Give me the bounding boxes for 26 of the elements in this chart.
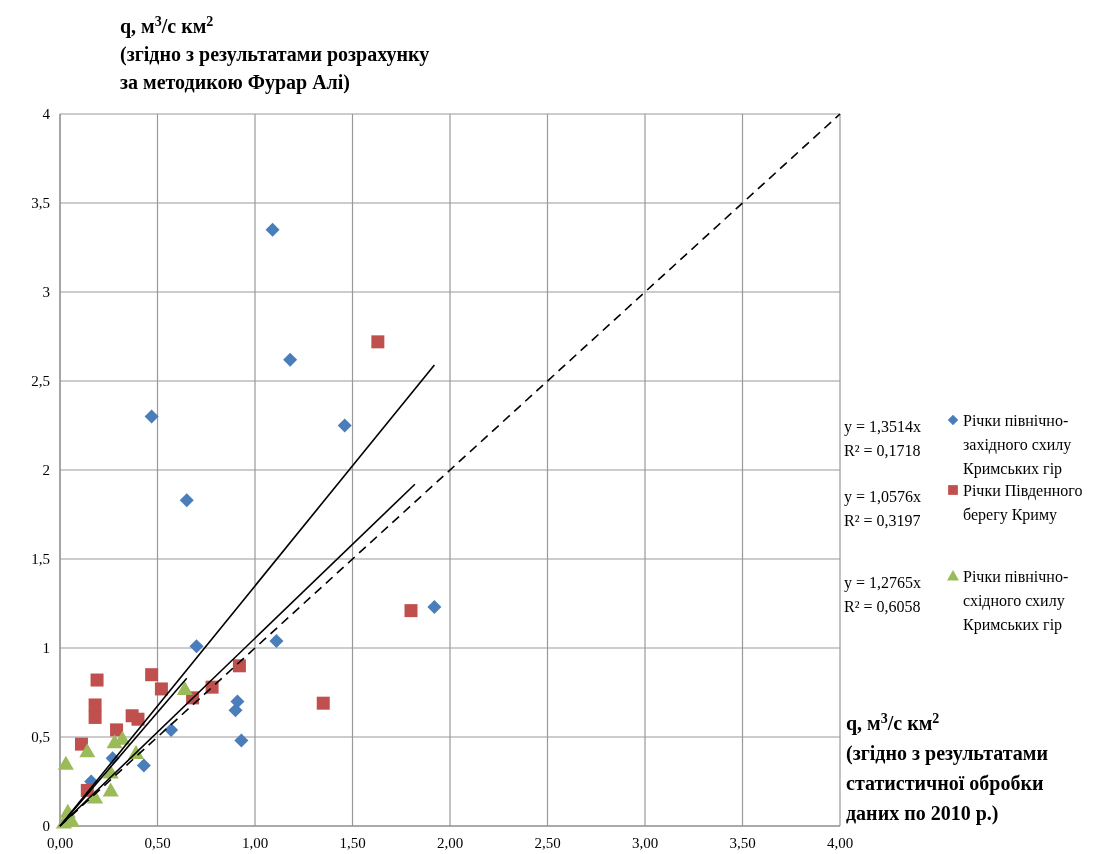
y-tick-label: 1,5 (31, 551, 50, 567)
x-tick-label: 2,00 (436, 835, 464, 851)
x-tick-label: 0,50 (144, 835, 171, 851)
y-tick-label: 4 (42, 106, 51, 122)
y-tick-label: 2,5 (31, 373, 50, 389)
y-tick-label: 0,5 (31, 729, 50, 745)
y-axis-title: q, м$^{3}$/с км$^{2}$ (згідно з результатами розрахунку за методикою Фурар Алі) (120, 13, 430, 94)
y-tick-label: 2 (42, 462, 50, 478)
legend-label: Річки Південного берегу Криму (963, 482, 1083, 524)
legend-label: Річки північно-західного схилу Кримських гір (963, 412, 1072, 478)
text: y = 1,0576x R² = 0,3197 (844, 488, 922, 529)
x-tick-label: 0,00 (46, 835, 74, 851)
x-tick-label: 3,50 (729, 835, 756, 851)
x-tick-label: 2,50 (534, 835, 561, 851)
x-axis-title: q, м$^{3}$/с км$^{2}$ (згідно з результатами статистичної обробки даних по 2010 р.) (846, 710, 1048, 825)
y-tick-label: 0 (42, 818, 50, 834)
x-tick-label: 3,00 (631, 835, 659, 851)
text: y = 1,3514x R² = 0,1718 (844, 418, 922, 459)
y-tick-label: 3 (42, 284, 50, 300)
x-tick-label: 4,00 (826, 835, 854, 851)
legend-label: Річки північно-східного схилу Кримських гір (963, 568, 1069, 634)
x-tick-label: 1,50 (339, 835, 366, 851)
y-tick-label: 3,5 (31, 195, 50, 211)
x-tick-label: 1,00 (241, 835, 269, 851)
text: y = 1,2765x R² = 0,6058 (844, 574, 922, 615)
y-tick-label: 1 (42, 640, 50, 656)
